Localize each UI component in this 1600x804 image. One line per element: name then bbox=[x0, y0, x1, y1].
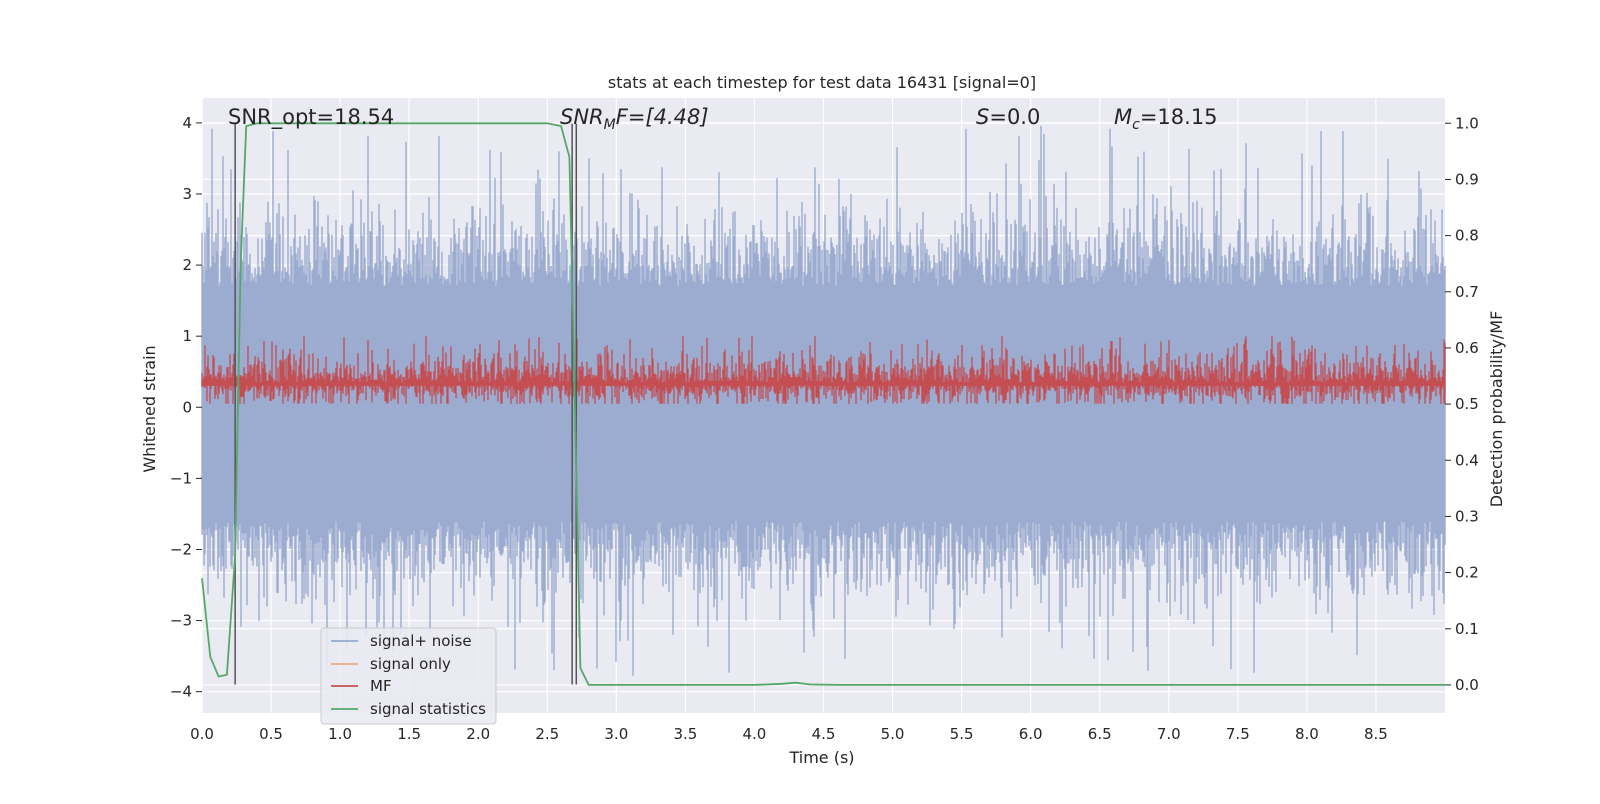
legend-label-mf: MF bbox=[370, 677, 392, 695]
x-tick-label: 0.5 bbox=[259, 725, 283, 743]
annotation-snr-opt: SNR_opt=18.54 bbox=[228, 105, 394, 130]
y-axis-ticks: 4 3 2 1 0 −1 −2 −3 −4 bbox=[170, 114, 202, 701]
y-tick-label: −1 bbox=[170, 469, 192, 487]
y-tick-label: −2 bbox=[170, 540, 192, 558]
x-tick-label: 3.0 bbox=[604, 725, 628, 743]
annotation-s-stat-symbol: S bbox=[976, 105, 989, 129]
x-tick-label: 2.0 bbox=[466, 725, 490, 743]
annotation-snr-mf-symbol: SNR bbox=[560, 105, 604, 129]
annotation-mc: Mc=18.15 bbox=[1114, 105, 1218, 133]
y-tick-label: 0 bbox=[182, 398, 192, 416]
y2-tick-label: 0.5 bbox=[1455, 395, 1479, 413]
x-tick-label: 1.0 bbox=[328, 725, 352, 743]
x-tick-label: 2.5 bbox=[535, 725, 559, 743]
x-tick-label: 3.5 bbox=[673, 725, 697, 743]
legend-box bbox=[320, 627, 497, 725]
series-signal-statistics bbox=[201, 122, 1445, 686]
x-tick-label: 6.0 bbox=[1019, 725, 1043, 743]
x-tick-label: 1.5 bbox=[397, 725, 421, 743]
annotation-s-stat-rest: =0.0 bbox=[989, 105, 1040, 129]
y-tick-label: −3 bbox=[170, 612, 192, 630]
y2-tick-label: 0.6 bbox=[1455, 339, 1479, 357]
series-mf bbox=[201, 336, 1446, 404]
annotation-s-stat: S=0.0 bbox=[976, 105, 1040, 129]
x-tick-label: 5.5 bbox=[950, 725, 974, 743]
chart-title: stats at each timestep for test data 164… bbox=[608, 73, 1036, 92]
x-tick-label: 4.5 bbox=[812, 725, 836, 743]
x-axis-ticks: 0.0 0.5 1.0 1.5 2.0 2.5 3.0 3.5 4.0 4.5 5.0 5.5 6.0 6… bbox=[190, 725, 1388, 743]
vertical-markers bbox=[234, 123, 578, 685]
x-tick-label: 5.0 bbox=[881, 725, 905, 743]
annotation-mc-rest: =18.15 bbox=[1140, 105, 1218, 129]
x-tick-label: 8.5 bbox=[1364, 725, 1388, 743]
legend-label-signal-noise: signal+ noise bbox=[370, 632, 472, 650]
mf-trace bbox=[201, 336, 1446, 404]
x-tick-label: 4.0 bbox=[743, 725, 767, 743]
x-tick-label: 7.5 bbox=[1226, 725, 1250, 743]
y-tick-label: 3 bbox=[182, 185, 192, 203]
y2-tick-label: 0.1 bbox=[1455, 620, 1479, 638]
x-tick-label: 6.5 bbox=[1088, 725, 1112, 743]
y2-tick-label: 0.9 bbox=[1455, 170, 1479, 188]
annotation-snr-mf: SNRMF=[4.48] bbox=[560, 105, 709, 133]
y2-tick-label: 0.4 bbox=[1455, 451, 1479, 469]
x-tick-label: 7.0 bbox=[1157, 725, 1181, 743]
y2-tick-label: 0.8 bbox=[1455, 227, 1479, 245]
y-tick-label: −4 bbox=[170, 683, 192, 701]
annotation-mc-symbol: M bbox=[1114, 105, 1132, 129]
y2-axis-ticks: 1.0 0.9 0.8 0.7 0.6 0.5 0.4 0.3 0.2 0.1 0.0 bbox=[1445, 114, 1479, 694]
legend-label-signal-only: signal only bbox=[370, 655, 451, 673]
y2-tick-label: 0.2 bbox=[1455, 564, 1479, 582]
y2-tick-label: 1.0 bbox=[1455, 114, 1479, 132]
y-tick-label: 4 bbox=[182, 114, 192, 132]
y-axis-label: Whitened strain bbox=[140, 345, 159, 472]
annotation-snr-mf-sub: M bbox=[604, 117, 616, 133]
signal-statistics-line bbox=[201, 122, 1445, 686]
legend: signal+ noise signal only MF signal stat… bbox=[320, 627, 497, 725]
x-axis-label: Time (s) bbox=[788, 748, 854, 767]
y-tick-label: 2 bbox=[182, 256, 192, 274]
legend-label-signal-statistics: signal statistics bbox=[370, 700, 486, 718]
y2-tick-label: 0.7 bbox=[1455, 283, 1479, 301]
y2-tick-label: 0.0 bbox=[1455, 676, 1479, 694]
annotation-snr-mf-rest: F=[4.48] bbox=[616, 105, 709, 129]
x-tick-label: 0.0 bbox=[190, 725, 214, 743]
y2-axis-label: Detection probability/MF bbox=[1487, 311, 1506, 508]
y-tick-label: 1 bbox=[182, 327, 192, 345]
y2-tick-label: 0.3 bbox=[1455, 507, 1479, 525]
x-tick-label: 8.0 bbox=[1295, 725, 1319, 743]
annotation-mc-sub: c bbox=[1132, 117, 1140, 133]
